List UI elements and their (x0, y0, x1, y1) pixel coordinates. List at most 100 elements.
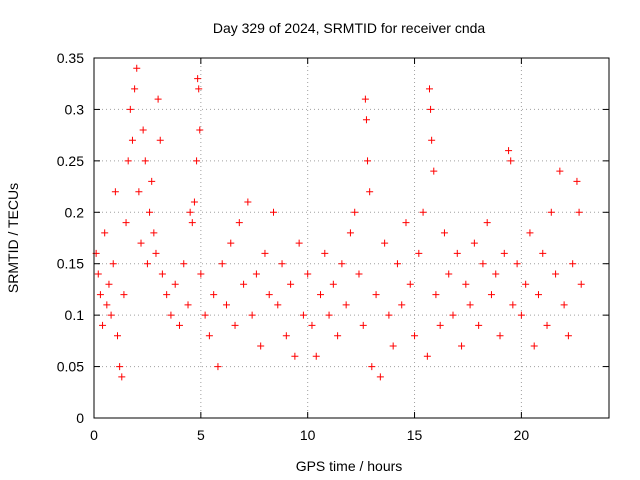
data-point (141, 157, 149, 165)
y-tick-label: 0.35 (57, 50, 84, 66)
data-point (361, 95, 369, 103)
data-point (274, 301, 282, 309)
x-tick-label: 10 (300, 427, 316, 443)
data-point (308, 321, 316, 329)
data-point (195, 85, 203, 93)
data-point (513, 260, 521, 268)
data-point (483, 219, 491, 227)
y-tick-label: 0.25 (57, 153, 84, 169)
data-point (329, 280, 337, 288)
data-point (381, 239, 389, 247)
chart-title: Day 329 of 2024, SRMTID for receiver cnd… (213, 20, 486, 36)
data-point (325, 311, 333, 319)
y-tick-label: 0.2 (65, 204, 85, 220)
data-point (196, 126, 204, 134)
y-tick-label: 0.05 (57, 359, 84, 375)
data-point (376, 373, 384, 381)
data-point (500, 249, 508, 257)
data-point (402, 219, 410, 227)
data-point (240, 280, 248, 288)
data-point (556, 167, 564, 175)
data-point (423, 352, 431, 360)
data-point (317, 291, 325, 299)
data-points (92, 64, 585, 381)
data-point (167, 311, 175, 319)
data-point (530, 342, 538, 350)
data-point (94, 270, 102, 278)
data-point (507, 157, 515, 165)
data-point (107, 311, 115, 319)
data-point (128, 136, 136, 144)
data-point (470, 239, 478, 247)
data-point (124, 157, 132, 165)
data-point (227, 239, 235, 247)
data-point (430, 167, 438, 175)
data-point (440, 229, 448, 237)
data-point (569, 260, 577, 268)
data-point (522, 280, 530, 288)
data-point (364, 157, 372, 165)
data-point (564, 332, 572, 340)
data-point (321, 249, 329, 257)
data-point (425, 85, 433, 93)
data-point (188, 219, 196, 227)
data-point (133, 64, 141, 72)
data-point (366, 188, 374, 196)
data-point (304, 270, 312, 278)
data-point (205, 332, 213, 340)
x-tick-label: 15 (407, 427, 423, 443)
data-point (415, 249, 423, 257)
data-point (355, 270, 363, 278)
data-point (411, 332, 419, 340)
data-point (146, 208, 154, 216)
data-point (575, 208, 583, 216)
data-point (526, 229, 534, 237)
data-point (282, 332, 290, 340)
data-point (291, 352, 299, 360)
data-point (158, 270, 166, 278)
data-point (154, 95, 162, 103)
data-point (385, 311, 393, 319)
data-point (139, 126, 147, 134)
data-point (252, 270, 260, 278)
data-point (101, 229, 109, 237)
data-point (312, 352, 320, 360)
data-point (359, 321, 367, 329)
data-point (475, 321, 483, 329)
data-point (346, 229, 354, 237)
data-point (393, 260, 401, 268)
data-point (287, 280, 295, 288)
data-point (120, 291, 128, 299)
data-point (278, 260, 286, 268)
data-point (152, 249, 160, 257)
data-point (197, 270, 205, 278)
data-point (248, 311, 256, 319)
data-point (436, 321, 444, 329)
data-point (398, 301, 406, 309)
data-point (505, 147, 513, 155)
data-point (261, 249, 269, 257)
data-point (419, 208, 427, 216)
data-point (148, 177, 156, 185)
y-axis-label: SRMTID / TECUs (5, 183, 21, 293)
y-tick-label: 0.1 (65, 307, 85, 323)
data-point (194, 75, 202, 83)
x-tick-label: 0 (90, 427, 98, 443)
y-tick-label: 0.15 (57, 256, 84, 272)
data-point (342, 301, 350, 309)
data-point (171, 280, 179, 288)
data-point (190, 198, 198, 206)
data-point (137, 239, 145, 247)
data-point (156, 136, 164, 144)
data-point (135, 188, 143, 196)
data-point (103, 301, 111, 309)
data-point (150, 229, 158, 237)
data-point (543, 321, 551, 329)
data-point (406, 280, 414, 288)
data-point (193, 157, 201, 165)
data-point (235, 219, 243, 227)
data-point (466, 301, 474, 309)
x-axis-label: GPS time / hours (296, 458, 403, 474)
data-point (509, 301, 517, 309)
data-point (186, 208, 194, 216)
